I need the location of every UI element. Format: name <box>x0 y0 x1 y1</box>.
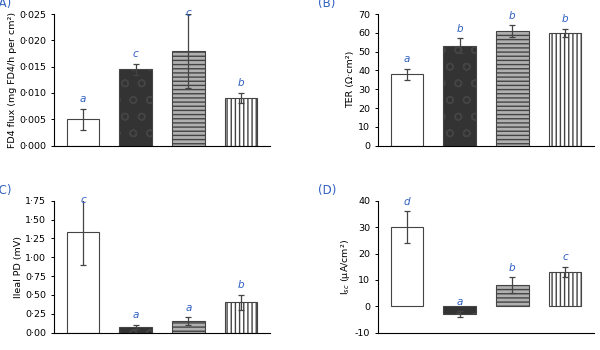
Text: b: b <box>238 78 244 88</box>
Bar <box>443 46 476 146</box>
Bar <box>119 69 152 146</box>
Text: d: d <box>404 197 410 207</box>
Y-axis label: TER (Ω·cm²): TER (Ω·cm²) <box>346 51 355 108</box>
Text: b: b <box>457 24 463 34</box>
Text: b: b <box>509 10 515 21</box>
Bar <box>172 321 205 332</box>
Text: a: a <box>457 297 463 307</box>
Text: a: a <box>185 303 191 313</box>
Bar <box>548 33 581 146</box>
Bar <box>172 51 205 146</box>
Text: a: a <box>80 94 86 104</box>
Text: c: c <box>80 195 86 205</box>
Text: a: a <box>133 310 139 320</box>
Bar <box>496 31 529 146</box>
Y-axis label: I$_{sc}$ (μA/cm²): I$_{sc}$ (μA/cm²) <box>339 239 352 295</box>
Bar <box>119 327 152 332</box>
Text: b: b <box>238 280 244 290</box>
Y-axis label: FD4 flux (mg FD4/h per cm²): FD4 flux (mg FD4/h per cm²) <box>8 12 17 148</box>
Text: b: b <box>509 262 515 273</box>
Text: (C): (C) <box>0 184 11 197</box>
Y-axis label: Ileal PD (mV): Ileal PD (mV) <box>14 236 23 298</box>
Text: c: c <box>562 252 568 262</box>
Text: a: a <box>404 54 410 64</box>
Bar <box>391 74 424 146</box>
Bar <box>224 98 257 146</box>
Text: (A): (A) <box>0 0 11 10</box>
Text: b: b <box>562 14 568 25</box>
Text: (D): (D) <box>317 184 336 197</box>
Bar <box>548 272 581 306</box>
Bar <box>443 306 476 314</box>
Bar <box>391 227 424 306</box>
Text: c: c <box>133 49 139 60</box>
Bar <box>67 119 100 146</box>
Bar <box>67 232 100 332</box>
Text: (B): (B) <box>317 0 335 10</box>
Bar <box>224 302 257 332</box>
Bar <box>496 285 529 306</box>
Text: c: c <box>185 8 191 18</box>
